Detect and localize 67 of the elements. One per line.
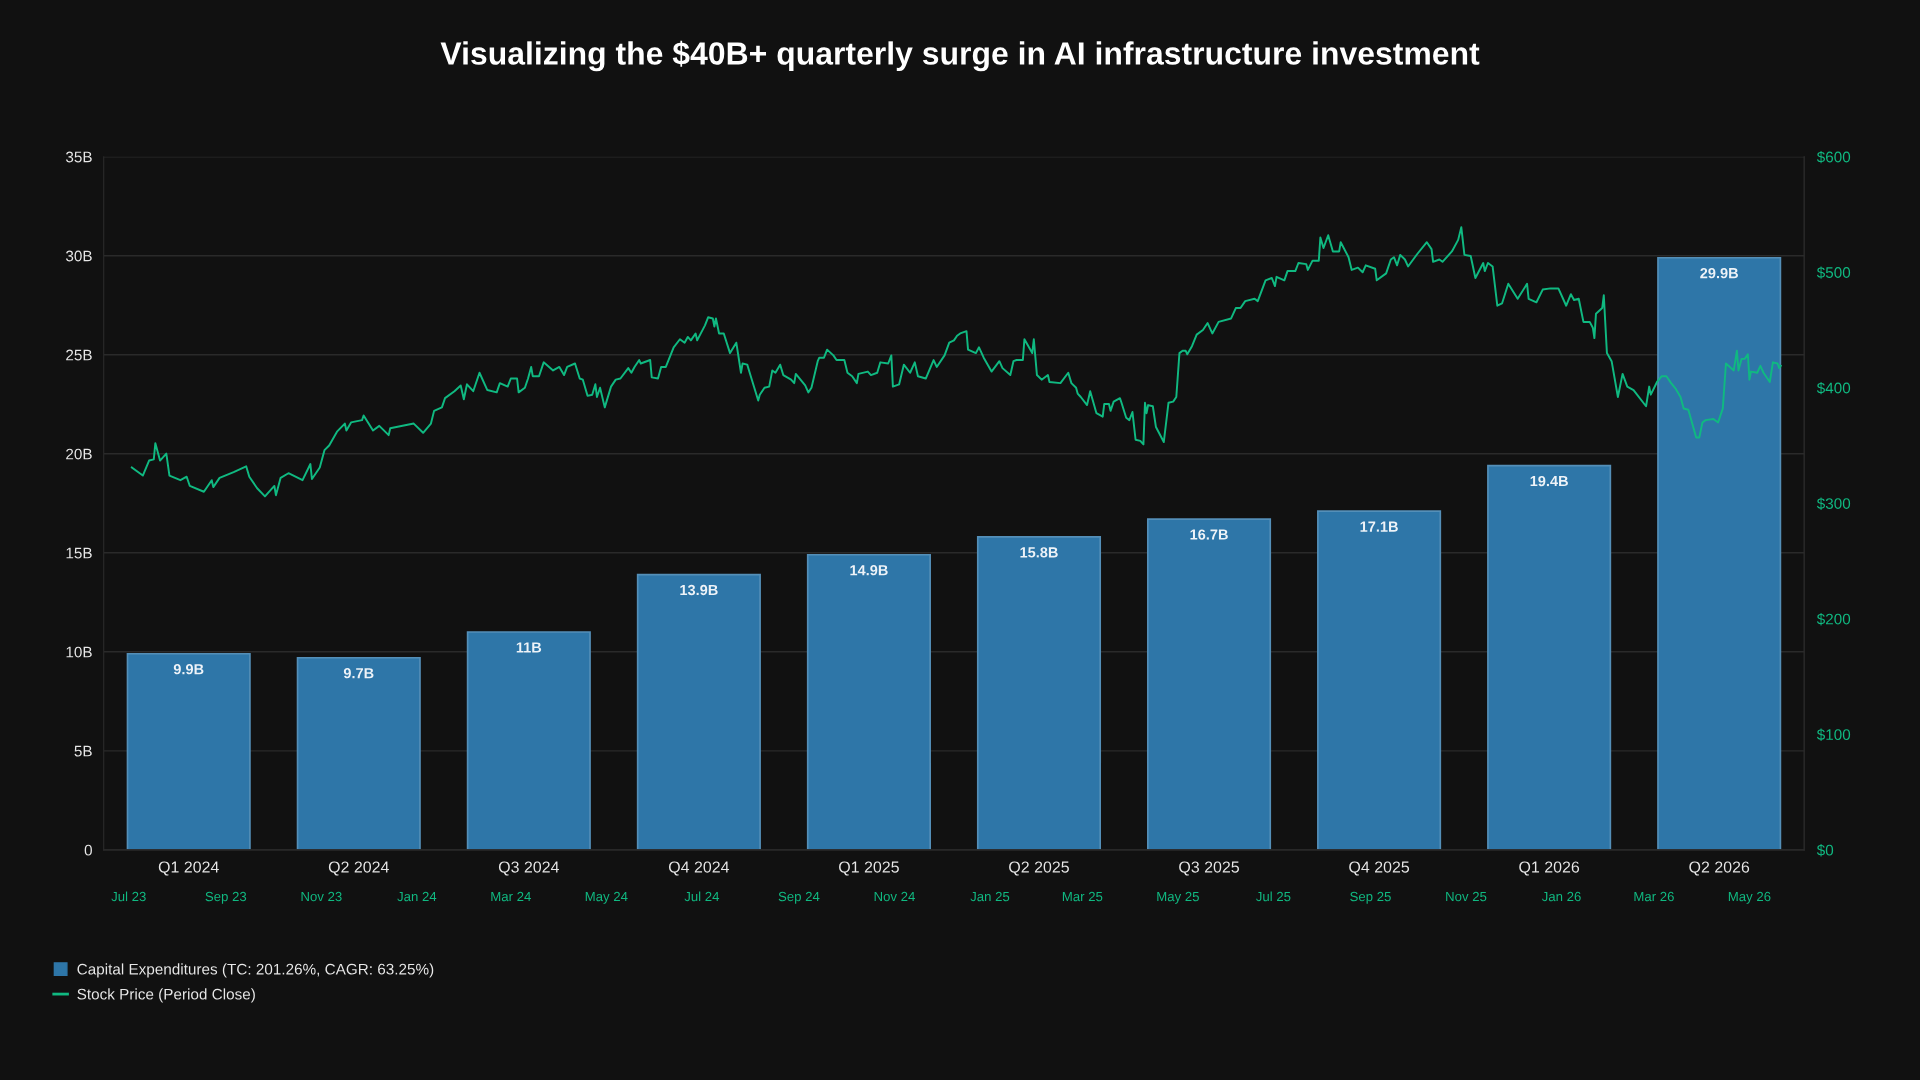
x-tick-label: Sep 23 [205,891,247,904]
bar [466,631,591,850]
y-tick-label: 20B [66,448,92,460]
x-tick-label: May 24 [585,891,628,904]
y-tick-label: 0 [84,844,92,856]
chart-title: Visualizing the $40B+ quarterly surge in AI infrastructure investment [440,40,1480,72]
x-tick-label: Nov 23 [301,891,342,902]
data-label: 9.9B [173,664,204,675]
x-tick-label: Nov 24 [874,891,915,902]
data-label: 9.7B [343,668,374,679]
x-tick-label: Q4 2025 [1349,861,1410,876]
y-tick-label: $0 [1816,844,1834,857]
x-tick-label: Mar 25 [1062,891,1103,902]
data-label: 29.9B [1700,267,1738,279]
data-label: 19.4B [1530,475,1568,487]
bar [1657,256,1782,850]
x-tick-label: Q2 2026 [1689,861,1750,876]
bar [636,573,761,850]
y-tick-label: 15B [66,547,92,559]
x-tick-label: Q4 2024 [668,861,730,876]
y-tick-label: $600 [1816,150,1851,164]
x-tick-label: May 26 [1728,891,1771,904]
data-label: 16.7B [1190,529,1228,540]
x-tick-label: Jan 26 [1541,891,1581,902]
bar [1146,518,1272,850]
x-tick-label: Mar 26 [1634,891,1674,902]
x-tick-label: Q3 2024 [498,861,559,876]
x-tick-label: Mar 24 [491,891,531,902]
x-tick-label: Jan 24 [397,891,437,902]
y-tick-label: $100 [1816,728,1851,741]
bar [296,656,421,850]
x-tick-label: Sep 24 [778,891,820,904]
y-tick-label: $200 [1816,613,1851,626]
x-tick-label: May 25 [1157,891,1199,904]
x-tick-label: Jul 25 [1255,891,1291,902]
data-label: 13.9B [680,584,718,596]
x-tick-label: Q2 2024 [328,861,389,876]
x-tick-label: Q2 2025 [1009,861,1069,876]
x-tick-label: Q1 2024 [158,861,219,876]
bar [126,652,251,850]
x-tick-label: Jul 23 [111,891,146,902]
y-tick-label: 25B [66,349,92,361]
y-tick-label: 30B [65,250,92,262]
x-tick-label: Q1 2025 [839,861,899,876]
data-label: 15.8B [1020,547,1058,558]
bar [1317,510,1442,850]
y-tick-label: 35B [65,151,92,163]
x-tick-label: Q1 2026 [1519,861,1580,876]
y-tick-label: $300 [1816,497,1851,510]
y-tick-label: 5B [74,745,92,757]
line-series [130,226,1782,498]
x-tick-label: Nov 25 [1446,891,1487,902]
data-label: 17.1B [1360,521,1398,532]
bar [806,553,931,850]
y-tick-label: 10B [66,646,92,658]
x-tick-label: Jan 25 [970,891,1010,902]
bar [1487,464,1612,850]
legend-label: Stock Price (Period Close) [77,988,255,1003]
legend-label: Capital Expenditures (TC: 201.26%, CAGR: 63.25%) [77,963,434,978]
bar [976,536,1102,850]
data-label: 14.9B [850,565,888,576]
x-tick-label: Sep 25 [1350,891,1391,904]
x-tick-label: Q3 2025 [1179,861,1239,876]
y-tick-label: $500 [1816,266,1851,279]
data-label: 11B [516,642,542,653]
y-tick-label: $400 [1816,381,1851,395]
x-tick-label: Jul 24 [684,891,720,902]
